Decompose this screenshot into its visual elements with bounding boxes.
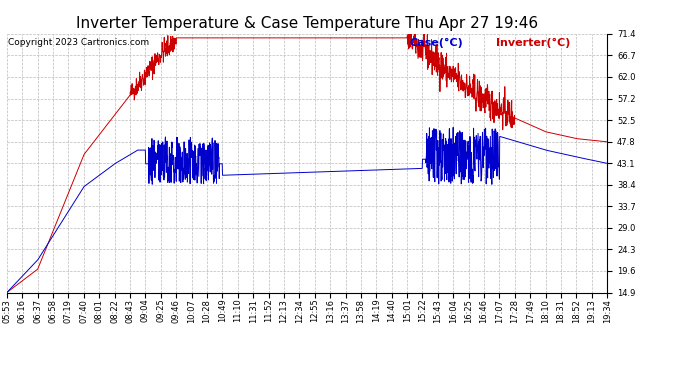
Text: Inverter(°C): Inverter(°C) [496,38,571,48]
Text: Copyright 2023 Cartronics.com: Copyright 2023 Cartronics.com [8,38,148,46]
Title: Inverter Temperature & Case Temperature Thu Apr 27 19:46: Inverter Temperature & Case Temperature … [76,16,538,31]
Text: Case(°C): Case(°C) [409,38,463,48]
